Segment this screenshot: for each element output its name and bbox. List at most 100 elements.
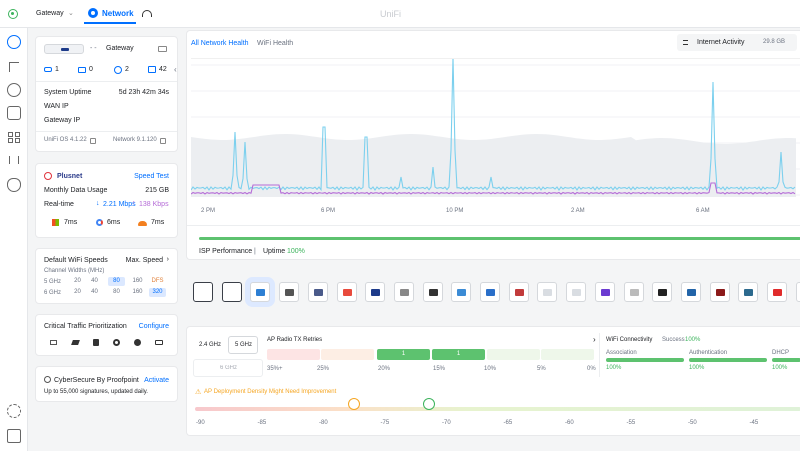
channel-width-option[interactable]: 80 bbox=[108, 277, 125, 286]
label-separator: | bbox=[254, 248, 256, 255]
activate-link[interactable]: Activate bbox=[144, 377, 169, 384]
band-tab-5ghz[interactable]: 5 GHz bbox=[228, 336, 258, 354]
client-device-icon[interactable] bbox=[336, 282, 357, 302]
ports-icon[interactable] bbox=[7, 130, 21, 144]
client-device-icon[interactable] bbox=[365, 282, 386, 302]
channel-width-option[interactable]: 160 bbox=[132, 289, 143, 295]
max-speed-link[interactable]: Max. Speed bbox=[125, 257, 163, 264]
channel-width-option[interactable]: 320 bbox=[149, 288, 166, 297]
device-glyph bbox=[457, 289, 467, 296]
client-device-icon[interactable] bbox=[508, 282, 529, 302]
client-device-icon[interactable] bbox=[279, 282, 300, 302]
app-category-icon[interactable] bbox=[134, 339, 141, 346]
client-device-icon[interactable] bbox=[451, 282, 472, 302]
client-device-icon[interactable] bbox=[422, 282, 443, 302]
devices-icon[interactable] bbox=[7, 83, 21, 97]
speedometer-icon[interactable] bbox=[142, 10, 152, 17]
router-icon[interactable] bbox=[158, 46, 167, 52]
device-glyph bbox=[658, 289, 668, 296]
tx-retry-bucket: 1 bbox=[377, 349, 430, 360]
google-latency: 6ms bbox=[107, 219, 121, 226]
app-category-icon[interactable] bbox=[50, 340, 57, 345]
channel-width-option[interactable]: 160 bbox=[132, 278, 143, 284]
download-series-line bbox=[191, 59, 796, 192]
dashboard-icon[interactable] bbox=[7, 35, 21, 49]
client-device-icon[interactable] bbox=[307, 282, 328, 302]
gateway-card: - - Gateway 1 0 2 42 ‹ System Uptime 5d … bbox=[35, 36, 178, 152]
wired-count[interactable]: 1 bbox=[44, 65, 70, 75]
x-tick-label: 2 PM bbox=[201, 208, 215, 214]
notes-icon[interactable] bbox=[7, 429, 21, 443]
switch-count[interactable]: 0 bbox=[78, 65, 104, 75]
client-device-icon[interactable] bbox=[680, 282, 701, 302]
channel-width-option[interactable]: 80 bbox=[113, 289, 120, 295]
configure-link[interactable]: Configure bbox=[138, 323, 169, 330]
client-device-icon[interactable] bbox=[393, 282, 414, 302]
chart-area[interactable]: 2 PM 6 PM 10 PM 2 AM 6 AM bbox=[191, 58, 800, 221]
chevron-right-icon[interactable]: › bbox=[166, 256, 169, 263]
rssi-tick-label: -60 bbox=[565, 420, 574, 426]
client-device-icon[interactable] bbox=[738, 282, 759, 302]
client-device-icon[interactable] bbox=[537, 282, 558, 302]
speed-test-link[interactable]: Speed Test bbox=[134, 173, 169, 180]
channel-width-option[interactable]: DFS bbox=[151, 278, 164, 284]
client-device-icon[interactable] bbox=[795, 282, 800, 302]
tx-retry-label: 20% bbox=[378, 366, 391, 372]
channel-width-label: Channel Widths (MHz) bbox=[44, 268, 105, 274]
capacity-area bbox=[191, 134, 796, 197]
network-app-tab[interactable]: Network bbox=[84, 4, 136, 24]
copy-icon[interactable] bbox=[90, 138, 96, 144]
success-value: 100% bbox=[685, 337, 701, 343]
network-version[interactable]: Network 9.1.120 bbox=[113, 137, 157, 143]
channel-width-option[interactable]: 20 bbox=[74, 289, 81, 295]
client-device-icon[interactable] bbox=[193, 282, 213, 302]
clients-count[interactable]: 42 bbox=[148, 65, 174, 75]
client-device-icon[interactable] bbox=[709, 282, 730, 302]
activity-icon bbox=[683, 40, 688, 45]
band-tab-2-4ghz[interactable]: 2.4 GHz bbox=[199, 342, 222, 348]
rssi-marker-green[interactable] bbox=[423, 398, 435, 410]
topology-icon[interactable] bbox=[7, 60, 21, 74]
clients-icon[interactable] bbox=[7, 106, 21, 120]
channel-width-option[interactable]: 40 bbox=[91, 289, 98, 295]
client-device-icon[interactable] bbox=[250, 282, 271, 302]
client-device-icon[interactable] bbox=[623, 282, 644, 302]
channel-width-option[interactable]: 20 bbox=[74, 278, 81, 284]
rssi-gradient-bar bbox=[195, 407, 800, 411]
stage-label: DHCP bbox=[772, 350, 790, 356]
collapse-chevron-icon[interactable]: ‹ bbox=[174, 65, 177, 74]
tab-all-network-health[interactable]: All Network Health bbox=[191, 40, 249, 47]
tx-retries-title: AP Radio TX Retries bbox=[267, 337, 323, 343]
unifi-logo-icon[interactable] bbox=[8, 9, 18, 19]
band-tab-6ghz[interactable]: 6 GHz bbox=[193, 359, 263, 377]
uptime-value: 5d 23h 42m 34s bbox=[118, 89, 169, 96]
isp-performance-label: ISP Performance bbox=[199, 248, 253, 255]
client-device-icon[interactable] bbox=[221, 282, 242, 302]
app-category-icon[interactable] bbox=[93, 339, 99, 346]
chevron-right-icon[interactable]: › bbox=[593, 335, 596, 344]
activity-selector[interactable]: Internet Activity 29.8 GB bbox=[677, 34, 797, 51]
tab-wifi-health[interactable]: WiFi Health bbox=[257, 40, 294, 47]
realtime-label: Real-time bbox=[44, 201, 74, 208]
gateway-device-image[interactable] bbox=[44, 44, 84, 54]
rssi-marker-orange[interactable] bbox=[348, 398, 360, 410]
app-category-icon[interactable] bbox=[155, 340, 163, 345]
wifi-count[interactable]: 2 bbox=[114, 65, 140, 75]
shield-icon[interactable] bbox=[7, 178, 21, 192]
client-device-icon[interactable] bbox=[767, 282, 787, 302]
os-version[interactable]: UniFi OS 4.1.22 bbox=[44, 137, 87, 143]
brand-title: UniFi bbox=[380, 9, 402, 19]
client-device-icon[interactable] bbox=[480, 282, 500, 302]
device-glyph bbox=[629, 289, 639, 296]
channel-width-option[interactable]: 40 bbox=[91, 278, 98, 284]
insights-icon[interactable] bbox=[7, 153, 21, 167]
client-device-icon[interactable] bbox=[566, 282, 587, 302]
client-device-icon[interactable] bbox=[652, 282, 673, 302]
client-device-icon[interactable] bbox=[594, 282, 615, 302]
device-glyph bbox=[543, 289, 553, 296]
site-selector[interactable]: Gateway ⌄ bbox=[30, 6, 76, 22]
settings-gear-icon[interactable] bbox=[7, 404, 21, 418]
app-category-icon[interactable] bbox=[71, 340, 80, 345]
copy-icon[interactable] bbox=[160, 138, 166, 144]
app-category-icon[interactable] bbox=[113, 339, 120, 346]
